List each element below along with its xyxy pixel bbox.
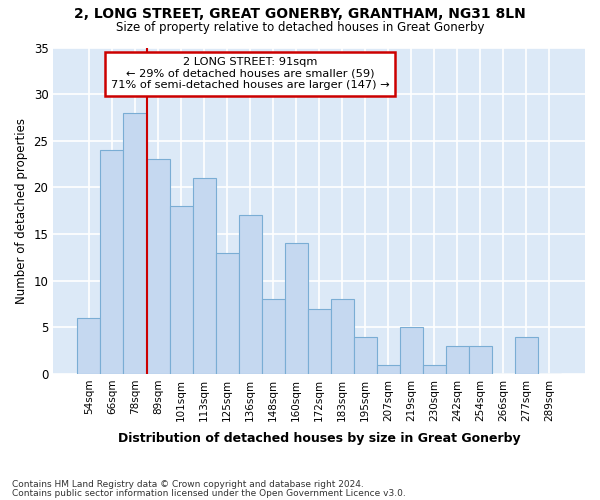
- Bar: [469, 346, 492, 374]
- Bar: [400, 328, 423, 374]
- Bar: [124, 113, 146, 374]
- Text: Size of property relative to detached houses in Great Gonerby: Size of property relative to detached ho…: [116, 21, 484, 34]
- Bar: [215, 252, 239, 374]
- Bar: [331, 300, 353, 374]
- Bar: [262, 300, 284, 374]
- Bar: [353, 336, 377, 374]
- Text: Contains HM Land Registry data © Crown copyright and database right 2024.: Contains HM Land Registry data © Crown c…: [12, 480, 364, 489]
- Bar: [100, 150, 124, 374]
- X-axis label: Distribution of detached houses by size in Great Gonerby: Distribution of detached houses by size …: [118, 432, 520, 445]
- Text: 2 LONG STREET: 91sqm
← 29% of detached houses are smaller (59)
71% of semi-detac: 2 LONG STREET: 91sqm ← 29% of detached h…: [111, 58, 389, 90]
- Bar: [308, 308, 331, 374]
- Bar: [146, 160, 170, 374]
- Bar: [423, 364, 446, 374]
- Y-axis label: Number of detached properties: Number of detached properties: [15, 118, 28, 304]
- Bar: [377, 364, 400, 374]
- Bar: [170, 206, 193, 374]
- Text: 2, LONG STREET, GREAT GONERBY, GRANTHAM, NG31 8LN: 2, LONG STREET, GREAT GONERBY, GRANTHAM,…: [74, 8, 526, 22]
- Text: Contains public sector information licensed under the Open Government Licence v3: Contains public sector information licen…: [12, 488, 406, 498]
- Bar: [284, 244, 308, 374]
- Bar: [239, 216, 262, 374]
- Bar: [77, 318, 100, 374]
- Bar: [446, 346, 469, 374]
- Bar: [193, 178, 215, 374]
- Bar: [515, 336, 538, 374]
